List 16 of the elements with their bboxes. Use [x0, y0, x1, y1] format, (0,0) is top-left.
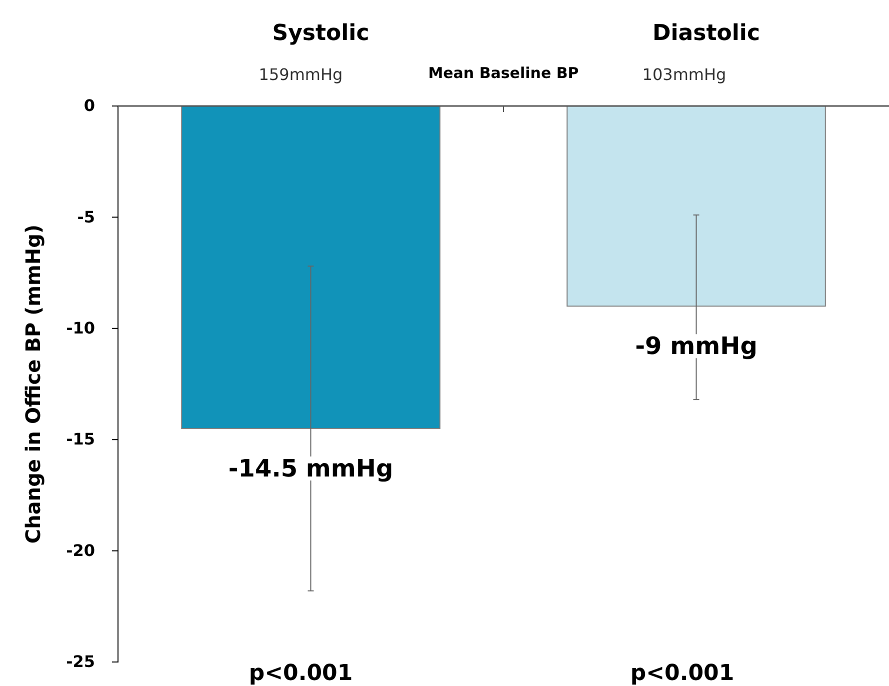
- text: Mean Baseline BP: [428, 64, 579, 82]
- text: 159mmHg: [258, 65, 343, 84]
- y-tick-label: -25: [66, 652, 95, 672]
- annotation: p<0.001: [630, 661, 734, 686]
- y-tick-label: 0: [84, 96, 95, 116]
- x-tick-label: Systolic: [272, 21, 370, 46]
- y-tick-label: -20: [66, 540, 95, 560]
- data-label: -9 mmHg: [635, 332, 758, 360]
- text: 103mmHg: [642, 65, 726, 84]
- data-label: -14.5 mmHg: [228, 454, 394, 482]
- y-tick-label: -10: [66, 318, 95, 338]
- y-axis-title: Change in Office BP (mmHg): [21, 224, 45, 544]
- y-tick-label: -15: [66, 430, 95, 449]
- annotation: p<0.001: [248, 661, 353, 686]
- x-tick-label: Diastolic: [652, 21, 760, 46]
- y-tick-label: -5: [77, 207, 95, 226]
